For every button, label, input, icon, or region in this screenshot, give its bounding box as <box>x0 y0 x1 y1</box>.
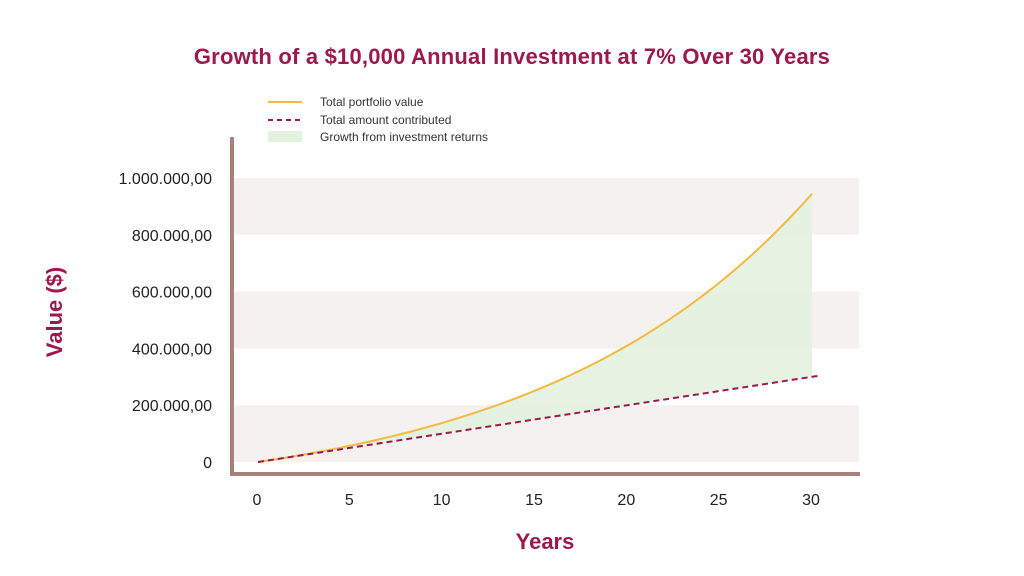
portfolio-value-line <box>257 193 813 463</box>
y-tick-label: 0 <box>203 455 212 472</box>
legend: Total portfolio value Total amount contr… <box>268 95 488 144</box>
y-tick-label: 600.000,00 <box>132 285 212 302</box>
chart-title: Growth of a $10,000 Annual Investment at… <box>193 44 831 69</box>
x-tick-label: 0 <box>253 492 262 509</box>
x-tick-label: 25 <box>710 492 728 509</box>
contributed-line <box>257 374 822 463</box>
y-tick-labels: 0 200.000,00 400.000,00 600.000,00 800.000,0… <box>119 171 213 472</box>
x-tick-label: 30 <box>802 492 820 509</box>
x-tick-label: 5 <box>345 492 354 509</box>
x-tick-label: 10 <box>433 492 451 509</box>
y-axis-title: Value ($) <box>42 267 67 357</box>
background-band <box>232 178 859 235</box>
y-tick-label: 400.000,00 <box>132 341 212 358</box>
x-axis-title: Years <box>516 529 575 554</box>
y-tick-label: 800.000,00 <box>132 228 212 245</box>
y-tick-label: 200.000,00 <box>132 398 212 415</box>
y-tick-label: 1.000.000,00 <box>119 171 213 188</box>
legend-label-contributed: Total amount contributed <box>320 113 451 127</box>
growth-fill-area <box>258 193 812 462</box>
legend-label-portfolio: Total portfolio value <box>320 95 424 109</box>
legend-label-growth: Growth from investment returns <box>320 130 488 144</box>
legend-swatch-growth <box>268 131 302 142</box>
x-tick-labels: 0 5 10 15 20 25 30 <box>253 492 820 509</box>
x-tick-label: 20 <box>617 492 635 509</box>
x-tick-label: 15 <box>525 492 543 509</box>
